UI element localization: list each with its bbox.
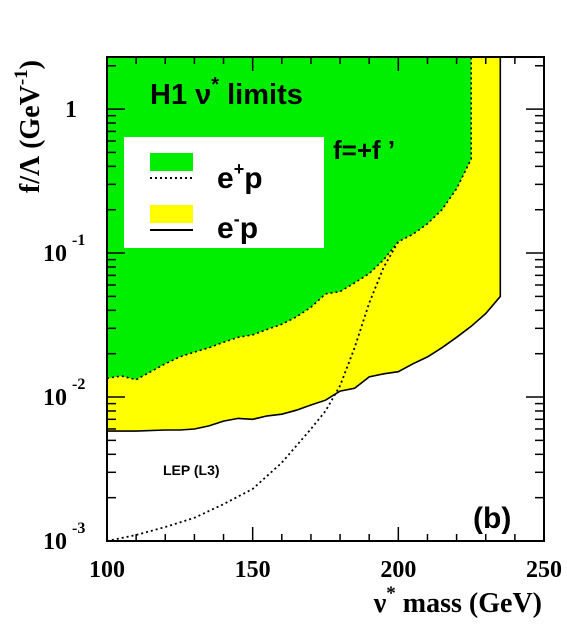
x-axis-title: ν* mass (GeV) xyxy=(373,583,542,619)
x-tick-label: 100 xyxy=(89,557,125,583)
y-tick-label-exponent: -1 xyxy=(72,232,85,249)
x-tick-labels: 100 150 200 250 xyxy=(89,557,562,583)
chart-title: H1 ν* limits xyxy=(150,74,303,111)
y-tick-label-exponent: -3 xyxy=(72,520,85,537)
eplus-p-limit-line xyxy=(106,57,473,381)
lep-l3-limit-line xyxy=(106,241,400,542)
y-tick-label: 1 xyxy=(65,97,77,123)
panel-label: (b) xyxy=(473,502,511,535)
x-tick-label: 200 xyxy=(380,557,416,583)
y-tick-label-exponent: -2 xyxy=(72,376,85,393)
limit-curves xyxy=(106,57,502,542)
legend-swatch-eminus-p xyxy=(150,205,193,223)
y-axis-title: f/Λ (GeV-1) xyxy=(11,60,46,193)
lep-l3-annotation: LEP (L3) xyxy=(163,462,220,478)
y-tick-labels: 10 -3 10 -2 10 -1 1 xyxy=(43,97,85,555)
axis-ticks xyxy=(106,57,545,542)
legend: e+p e-p xyxy=(124,137,324,248)
y-tick-label-base: 10 xyxy=(43,241,67,267)
legend-label-eplus-p: e+p xyxy=(217,159,263,195)
y-tick-label-base: 10 xyxy=(43,385,67,411)
x-tick-label: 150 xyxy=(235,557,271,583)
plot-frame xyxy=(106,56,545,542)
coupling-condition-label: f=+f ’ xyxy=(333,135,395,165)
legend-swatch-eplus-p xyxy=(150,153,193,171)
y-tick-label-base: 10 xyxy=(43,529,67,555)
eminus-p-limit-line xyxy=(107,57,502,432)
legend-label-eminus-p: e-p xyxy=(217,209,258,245)
x-tick-label: 250 xyxy=(526,557,562,583)
